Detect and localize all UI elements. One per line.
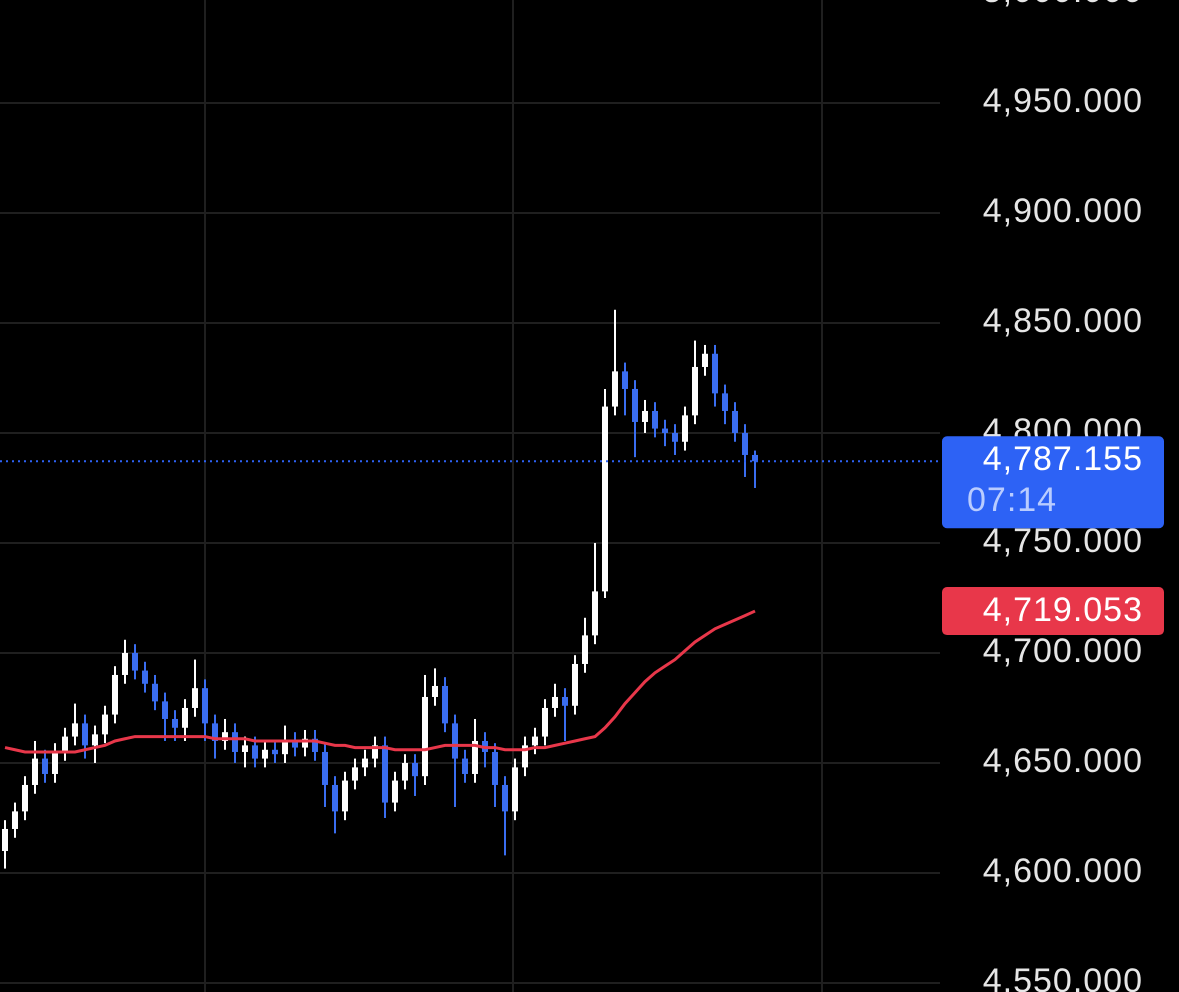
candle-body [2,828,8,851]
candle-body [232,732,238,752]
candle-body [302,738,308,748]
candle-body [82,723,88,746]
candle-body [252,745,258,759]
candle-body [562,696,568,706]
candle-body [502,784,508,812]
candle-body [522,745,528,768]
candle-body [612,371,618,407]
candle-body [12,811,18,829]
candle-body [352,767,358,781]
candle-body [192,688,198,708]
candle-body [642,410,648,422]
candle-body [372,745,378,759]
candle-body [432,685,438,697]
candle-body [512,767,518,812]
moving-average-line [4,609,756,754]
ma-label-box [942,587,1164,636]
candle-body [92,734,98,746]
candle-body [292,740,298,748]
candle-body [212,723,218,741]
candle-body [452,723,458,759]
candle-body [472,740,478,774]
y-tick-label: 4,900.000 [983,192,1143,230]
candle-body [132,652,138,671]
candle-body [142,670,148,684]
candle-body [392,780,398,803]
candle-body [182,707,188,728]
plot [0,309,940,869]
candle-body [102,714,108,735]
candle-body [72,723,78,737]
candle-body [742,432,748,455]
candle-body [322,751,328,785]
y-tick-label: 4,650.000 [983,742,1143,780]
candle-body [542,707,548,737]
candle-body [122,652,128,675]
candle-body [462,758,468,774]
candle-body [682,415,688,442]
last-price-box [942,436,1164,529]
candle-body [582,635,588,664]
candle-body [722,393,728,411]
candle-body [652,410,658,429]
candle-body [332,784,338,812]
candle-body [712,353,718,394]
candle-body [402,762,408,781]
candle-body [282,740,288,755]
candle-body [362,758,368,768]
candle-body [62,736,68,752]
y-tick-label: 4,950.000 [983,82,1143,120]
y-tick-label: 4,700.000 [983,632,1143,670]
last-price-label: 4,787.155 [983,440,1143,478]
candle-body [422,696,428,777]
y-tick-label: 4,550.000 [983,962,1143,992]
candle-body [632,388,638,422]
candle-body [152,683,158,702]
grid [0,101,940,984]
candle-body [492,751,498,785]
candle-body [172,718,178,728]
y-axis: 4,550.000 4,600.000 4,650.000 4,700.000 4,75… [983,0,1143,992]
countdown-label: 07:14 [967,481,1057,519]
candle-body [42,758,48,774]
candle-body [272,749,278,755]
y-tick-label: 5,000.000 [983,0,1143,10]
candle-body [32,758,38,785]
candle-body [592,591,598,636]
candle-body [602,406,608,592]
candle-body [702,353,708,367]
candle-body [552,696,558,708]
y-tick-label: 4,750.000 [983,522,1143,560]
ma-label: 4,719.053 [983,591,1143,629]
candle-body [22,784,28,812]
candle-body [342,780,348,812]
candle-body [162,701,168,719]
candle-body [222,732,228,741]
candle-body [732,410,738,433]
candle-body [662,428,668,433]
candle-body [202,688,208,724]
y-tick-label: 4,600.000 [983,852,1143,890]
candle-body [52,751,58,774]
candle-body [752,454,758,462]
candle-body [532,736,538,746]
y-tick-label: 4,850.000 [983,302,1143,340]
candle-body [442,685,448,724]
candle-body [692,366,698,416]
candle-body [622,371,628,389]
candle-body [242,745,248,752]
candle-body [112,674,118,715]
candle-body [262,749,268,759]
candle-body [382,745,388,803]
candle-body [312,738,318,752]
candle-body [672,432,678,442]
candle-body [412,762,418,777]
candle-body [572,663,578,706]
